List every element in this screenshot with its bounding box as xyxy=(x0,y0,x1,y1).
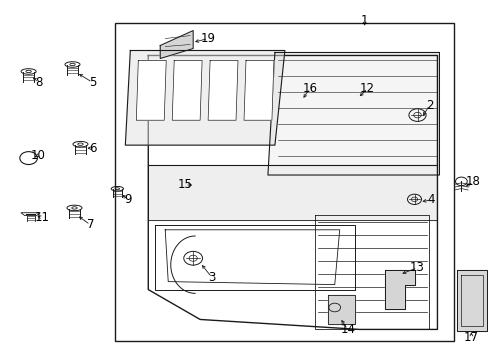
Bar xyxy=(115,23,453,341)
Polygon shape xyxy=(208,60,238,120)
Text: 18: 18 xyxy=(465,175,480,189)
Polygon shape xyxy=(244,60,273,120)
Polygon shape xyxy=(136,60,166,120)
Polygon shape xyxy=(160,31,193,58)
Text: 19: 19 xyxy=(200,32,215,45)
Text: 11: 11 xyxy=(35,211,50,224)
Text: 12: 12 xyxy=(360,82,374,95)
Text: 10: 10 xyxy=(31,149,46,162)
Polygon shape xyxy=(384,270,414,310)
Text: 1: 1 xyxy=(360,14,367,27)
Text: 13: 13 xyxy=(409,261,424,274)
Text: 14: 14 xyxy=(340,323,354,336)
Text: 8: 8 xyxy=(35,76,42,89)
Polygon shape xyxy=(172,60,202,120)
Text: 5: 5 xyxy=(88,76,96,89)
Text: 6: 6 xyxy=(88,141,96,155)
Polygon shape xyxy=(267,53,439,175)
Polygon shape xyxy=(148,165,437,220)
Polygon shape xyxy=(456,270,487,332)
Text: 4: 4 xyxy=(427,193,434,206)
Text: 7: 7 xyxy=(86,218,94,231)
Text: 3: 3 xyxy=(208,271,215,284)
Text: 15: 15 xyxy=(177,179,192,192)
Text: 17: 17 xyxy=(463,331,478,344)
Polygon shape xyxy=(327,294,354,324)
Text: 16: 16 xyxy=(302,82,317,95)
Text: 9: 9 xyxy=(124,193,132,206)
Polygon shape xyxy=(125,50,285,145)
Text: 2: 2 xyxy=(425,99,432,112)
